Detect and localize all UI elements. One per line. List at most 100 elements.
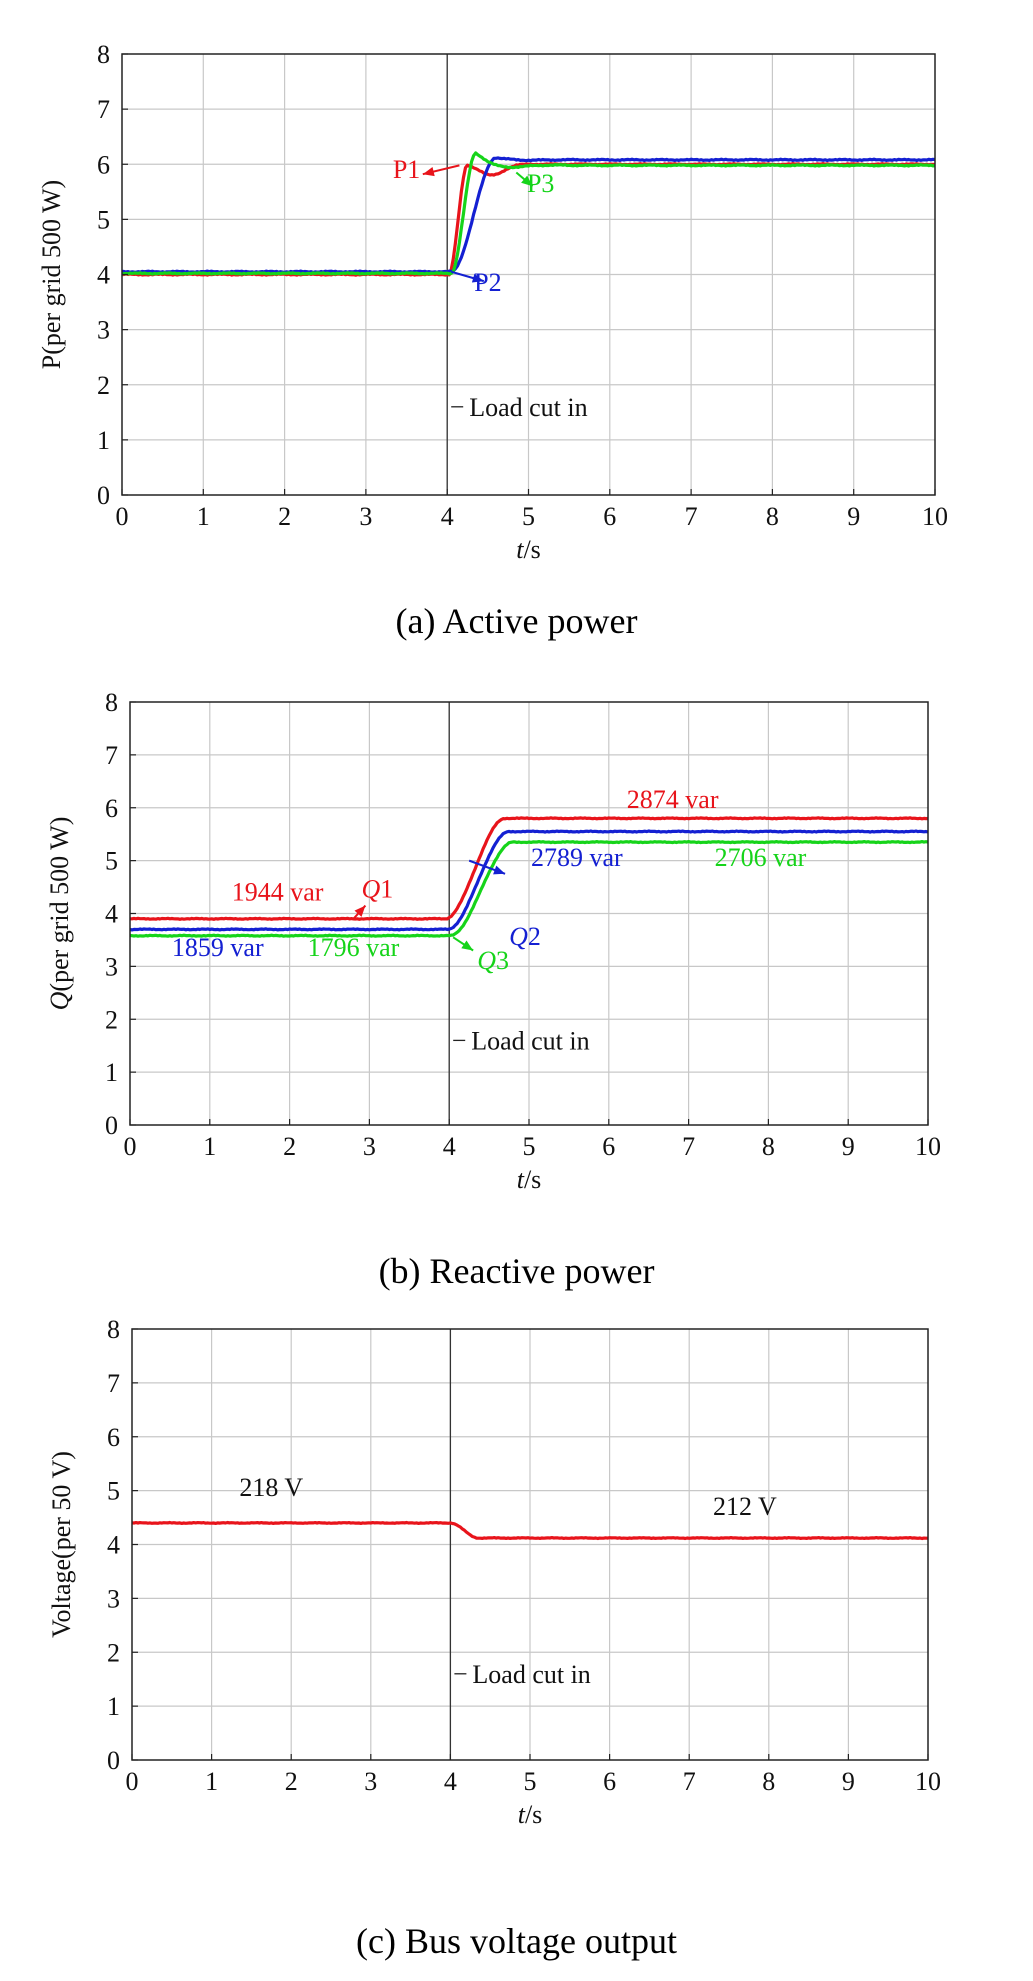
annotation-arrow-head: [493, 865, 506, 875]
y-tick-label: 0: [107, 1746, 120, 1775]
y-tick-label: 2: [97, 371, 110, 400]
x-tick-label: 1: [205, 1767, 218, 1796]
chart-panel-active-power: Load cut in 0 1 2 3 4 5 6 7 8 9 10 0 1 2 3 4 5 6 7 8 t/s P(per…: [0, 0, 1033, 660]
caption-reactive-power: (b) Reactive power: [378, 1251, 655, 1291]
x-tick-label: 0: [116, 502, 129, 531]
y-axis-label: P(per grid 500 W): [37, 180, 66, 369]
y-tick-label: 8: [107, 1315, 120, 1344]
annotation-arrow-head: [471, 273, 484, 283]
annotation-label: 1859 var: [172, 933, 264, 962]
reactive-power-chart: Load cut in 0 1 2 3 4 5 6 7 8 9 10 0 1 2 3 4 5 6 7 8 t/s Q(per…: [45, 688, 941, 1194]
x-tick-label: 10: [922, 502, 948, 531]
x-tick-label: 7: [683, 1767, 696, 1796]
series-line-voltage: [131, 1520, 928, 1541]
x-tick-label: 6: [603, 1767, 616, 1796]
x-tick-label: 0: [124, 1132, 137, 1161]
x-tick-label: 2: [283, 1132, 296, 1161]
x-tick-label: 2: [285, 1767, 298, 1796]
y-tick-label: 4: [97, 261, 110, 290]
y-tick-label: 8: [105, 688, 118, 717]
x-tick-label: 8: [762, 1132, 775, 1161]
annotation-label: 2706 var: [715, 843, 807, 872]
x-tick-label: 9: [847, 502, 860, 531]
annotation-arrow-head: [422, 167, 435, 177]
y-tick-label: 6: [105, 794, 118, 823]
x-tick-label: 7: [682, 1132, 695, 1161]
event-label: Load cut in: [471, 1026, 589, 1055]
y-tick-label: 2: [107, 1638, 120, 1667]
series-line-q2: [129, 829, 929, 932]
x-tick-label: 6: [602, 1132, 615, 1161]
x-tick-label: 1: [203, 1132, 216, 1161]
x-tick-label: 8: [766, 502, 779, 531]
caption-bus-voltage: (c) Bus voltage output: [356, 1921, 677, 1961]
x-axis-label: t/s: [517, 1165, 542, 1194]
y-tick-label: 3: [105, 952, 118, 981]
event-label: Load cut in: [472, 1660, 590, 1689]
y-tick-label: 6: [107, 1423, 120, 1452]
x-tick-label: 9: [842, 1132, 855, 1161]
x-tick-label: 4: [444, 1767, 457, 1796]
y-tick-label: 1: [97, 426, 110, 455]
annotation-label: P1: [393, 155, 420, 184]
bus-voltage-chart: Load cut in 0 1 2 3 4 5 6 7 8 9 10 0 1 2 3 4 5 6 7 8 t/s Volta…: [47, 1315, 941, 1829]
x-tick-label: 4: [441, 502, 454, 531]
y-tick-label: 4: [105, 900, 118, 929]
y-tick-label: 2: [105, 1005, 118, 1034]
event-label: Load cut in: [469, 393, 587, 422]
x-tick-label: 5: [524, 1767, 537, 1796]
y-tick-label: 0: [97, 481, 110, 510]
x-tick-label: 4: [443, 1132, 456, 1161]
series-label: Q3: [477, 946, 509, 975]
x-axis-label: t/s: [516, 535, 541, 564]
y-axis-label: Q(per grid 500 W): [45, 817, 74, 1011]
x-tick-label: 8: [762, 1767, 775, 1796]
annotation-arrow-head: [461, 940, 474, 951]
x-tick-label: 2: [278, 502, 291, 531]
y-tick-label: 4: [107, 1531, 120, 1560]
y-tick-label: 5: [107, 1477, 120, 1506]
chart-panel-reactive-power: Load cut in 0 1 2 3 4 5 6 7 8 9 10 0 1 2 3 4 5 6 7 8 t/s Q(per…: [0, 660, 1033, 1315]
y-tick-label: 6: [97, 150, 110, 179]
series-line-q3: [129, 840, 929, 938]
x-axis-label: t/s: [518, 1800, 543, 1829]
x-tick-label: 9: [842, 1767, 855, 1796]
x-tick-label: 10: [915, 1767, 941, 1796]
series-line-q1: [130, 816, 929, 921]
y-tick-label: 1: [107, 1692, 120, 1721]
annotation-label: P3: [527, 169, 554, 198]
series-line-p3: [121, 151, 936, 276]
annotation-label: 2874 var: [627, 785, 719, 814]
x-tick-label: 3: [364, 1767, 377, 1796]
y-tick-label: 7: [107, 1369, 120, 1398]
x-tick-label: 3: [363, 1132, 376, 1161]
caption-active-power: (a) Active power: [395, 601, 638, 641]
chart-panel-bus-voltage: Load cut in 0 1 2 3 4 5 6 7 8 9 10 0 1 2 3 4 5 6 7 8 t/s Volta…: [0, 1315, 1033, 1981]
y-tick-label: 3: [97, 316, 110, 345]
x-tick-label: 7: [685, 502, 698, 531]
y-tick-label: 1: [105, 1058, 118, 1087]
annotation-label: P2: [474, 268, 501, 297]
x-tick-label: 5: [523, 1132, 536, 1161]
annotation-label: 1796 var: [308, 933, 400, 962]
y-tick-label: 8: [97, 40, 110, 69]
annotation-label: 1944 var: [232, 877, 324, 906]
annotation-arrow-head: [521, 175, 533, 187]
x-tick-label: 6: [603, 502, 616, 531]
x-tick-label: 1: [197, 502, 210, 531]
series-label: Q1: [361, 875, 393, 904]
y-tick-label: 3: [107, 1584, 120, 1613]
annotation-label: 218 V: [239, 1473, 303, 1502]
x-tick-label: 10: [915, 1132, 941, 1161]
y-tick-label: 5: [105, 847, 118, 876]
x-tick-label: 3: [359, 502, 372, 531]
annotation-label: 212 V: [713, 1492, 777, 1521]
annotation-arrow-head: [354, 905, 366, 917]
y-tick-label: 5: [97, 205, 110, 234]
y-tick-label: 7: [97, 95, 110, 124]
active-power-chart: Load cut in 0 1 2 3 4 5 6 7 8 9 10 0 1 2 3 4 5 6 7 8 t/s P(per…: [37, 40, 948, 564]
x-tick-label: 0: [126, 1767, 139, 1796]
y-tick-label: 0: [105, 1111, 118, 1140]
y-axis-label: Voltage(per 50 V): [47, 1451, 76, 1638]
series-label: Q2: [509, 922, 541, 951]
